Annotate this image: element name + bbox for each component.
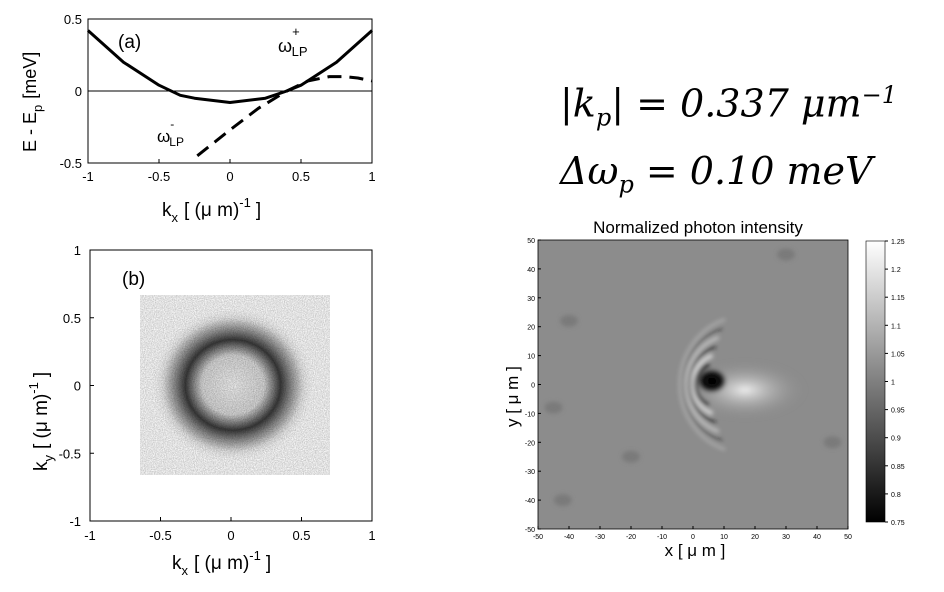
colorbar-tick-label: 0.75 [891, 520, 905, 527]
panel-b-ytick-label: -0.5 [59, 446, 81, 461]
panel-c-wave-front [678, 318, 726, 451]
panel-c-xtick-label: -20 [626, 534, 636, 541]
panel-c-ytick-label: 10 [527, 354, 535, 361]
panel-a-branch-minus-label: ω-LP [157, 117, 184, 149]
panel-b-ytick-label: 0.5 [63, 311, 81, 326]
panel-c-x-axis-label: x [ μ m ] [665, 541, 726, 560]
panel-b-xtick-label: -1 [84, 528, 96, 543]
panel-b-x-axis-label: kx[ (μ m)-1] [172, 548, 271, 578]
colorbar-tick-label: 0.95 [891, 408, 905, 415]
panel-a-y-axis-label: E - Ep[meV] [20, 52, 45, 152]
panel-a-xtick-label: -1 [82, 169, 94, 184]
panel-c-defect-core [696, 368, 728, 394]
colorbar-tick-label: 1.25 [891, 239, 905, 246]
panel-a-branch-plus-label: ω+ LP [278, 24, 308, 59]
panel-a-ytick-label: 0.5 [64, 12, 82, 27]
panel-a-xtick-label: 0 [226, 169, 233, 184]
colorbar-tick-label: 1.05 [891, 351, 905, 358]
panel-a-tag: (a) [118, 32, 141, 53]
panel-c-ytick-label: 50 [527, 238, 535, 245]
colorbar-tick-label: 1.15 [891, 295, 905, 302]
panel-a-xtick-label: 0.5 [292, 169, 310, 184]
panel-b-speckle-noise [140, 295, 330, 475]
panel-c-y-axis-label: y [ μ m ] [503, 366, 522, 427]
panel-a-ytick-label: 0 [75, 84, 82, 99]
equation-delta-omega: Δωp = 0.10 meV [560, 149, 873, 199]
panel-c-xtick-label: -40 [564, 534, 574, 541]
panel-c-background-feature [622, 450, 640, 463]
panel-c-ytick-label: -10 [525, 411, 535, 418]
panel-a-series-lp-plus [87, 29, 373, 104]
colorbar-tick-label: 0.85 [891, 464, 905, 471]
panel-c-ytick-label: 30 [527, 296, 535, 303]
colorbar-tick-label: 0.8 [891, 492, 901, 499]
equation-block: |kp| = 0.337 μm−1 Δωp = 0.10 meV [560, 68, 897, 212]
panel-c-ytick-label: 20 [527, 325, 535, 332]
panel-b-xtick-label: 1 [368, 528, 375, 543]
panel-c-xtick-label: 40 [813, 534, 821, 541]
panel-c-background-feature [544, 401, 563, 414]
panel-b-ytick-label: 0 [74, 379, 81, 394]
panel-c-xtick-label: 50 [844, 534, 852, 541]
panel-b-xtick-label: 0.5 [292, 528, 310, 543]
panel-c-xtick-label: 10 [720, 534, 728, 541]
panel-c-photon-intensity-map: Normalized photon intensity -50 -40 -30 -20… [503, 218, 905, 560]
colorbar-tick-label: 1.2 [891, 267, 901, 274]
panel-c-background-feature [823, 436, 842, 449]
panel-c-xtick-label: -50 [533, 534, 543, 541]
panel-c-ytick-label: -30 [525, 469, 535, 476]
panel-b-momentum-map: -1 -0.5 0 0.5 110.50-0.5-1 (b) ky[ (μ m)-1] … [26, 243, 376, 578]
panel-c-ytick-label: -40 [525, 498, 535, 505]
panel-a-xtick-label: 1 [368, 169, 375, 184]
panel-c-background-feature [777, 248, 795, 261]
panel-b-ytick-label: 1 [74, 243, 81, 258]
panel-c-background-feature [553, 494, 572, 507]
panel-c-wave-front [681, 327, 723, 442]
panel-c-xtick-label: 0 [691, 534, 695, 541]
panel-a-xtick-label: -0.5 [148, 169, 170, 184]
panel-c-xtick-label: -10 [657, 534, 667, 541]
equation-kp: |kp| = 0.337 μm−1 [560, 81, 898, 132]
panel-b-xtick-label: 0 [227, 528, 234, 543]
panel-c-ytick-label: 40 [527, 267, 535, 274]
panel-c-xtick-label: -30 [595, 534, 605, 541]
panel-a-ytick-label: -0.5 [60, 156, 82, 171]
panel-b-xtick-label: -0.5 [149, 528, 171, 543]
panel-b-y-axis-label: ky[ (μ m)-1] [26, 372, 56, 471]
panel-b-ytick-label: -1 [69, 514, 81, 529]
panel-c-colorbar [865, 240, 886, 523]
panel-a-x-axis-label: kx[ (μ m)-1] [162, 195, 261, 225]
panel-c-ytick-label: -50 [525, 527, 535, 534]
panel-a-series-lp-minus [196, 75, 373, 157]
panel-a-dispersion-plot: -1 -0.5 0 0.5 10.50-0.5 (a) ω+ LP ω-LP E - Ep… [20, 12, 376, 225]
panel-b-tag: (b) [122, 269, 145, 290]
panel-c-background-feature [560, 314, 578, 327]
panel-c-xtick-label: 30 [782, 534, 790, 541]
colorbar-tick-label: 1 [891, 380, 895, 387]
panel-c-ytick-label: -20 [525, 440, 535, 447]
panel-c-xtick-label: 20 [751, 534, 759, 541]
colorbar-tick-label: 0.9 [891, 436, 901, 443]
colorbar-tick-label: 1.1 [891, 323, 901, 330]
panel-c-title: Normalized photon intensity [593, 218, 803, 237]
panel-c-ytick-label: 0 [531, 383, 535, 390]
